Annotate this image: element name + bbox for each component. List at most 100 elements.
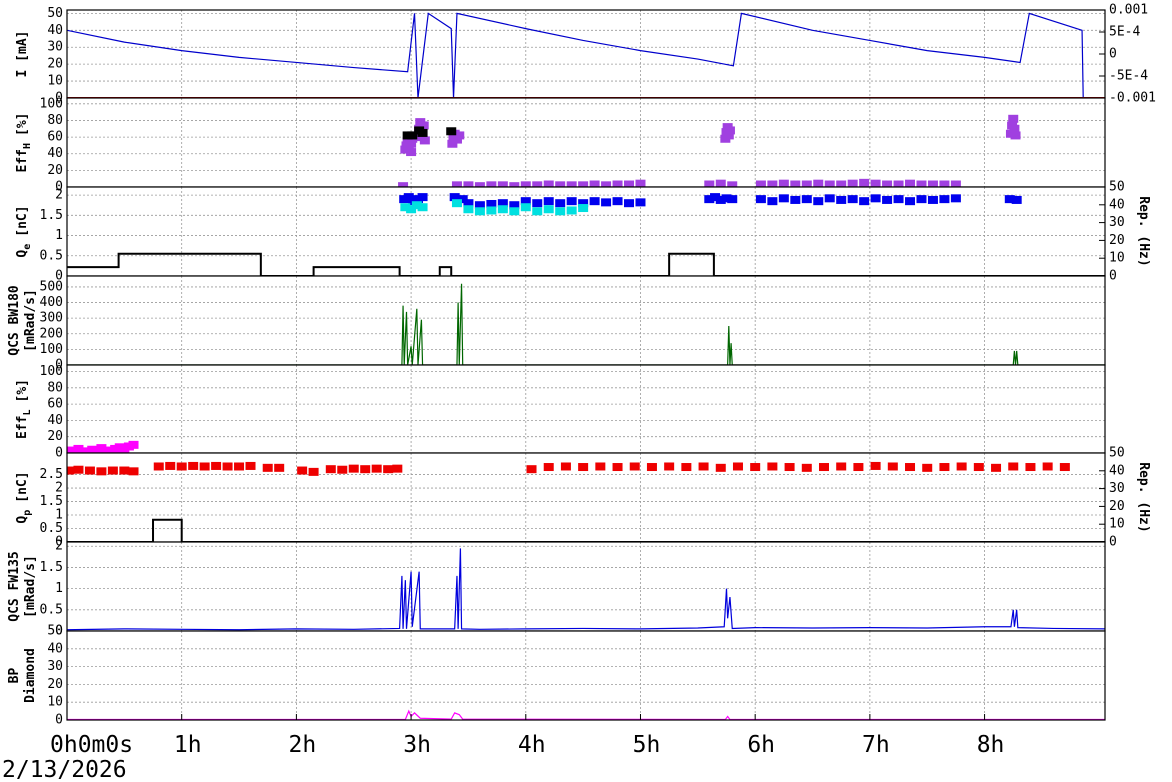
data-point <box>601 181 612 187</box>
data-point <box>509 207 520 216</box>
y-tick-label: 0 <box>55 535 63 550</box>
data-point <box>497 199 508 208</box>
y-tick-label: 80 <box>47 113 63 128</box>
data-point <box>704 180 715 187</box>
data-point <box>474 201 485 210</box>
data-point <box>417 128 428 137</box>
data-point <box>128 467 139 476</box>
data-point <box>262 463 273 472</box>
y-axis-label: [mRad/s] <box>23 289 38 352</box>
data-point <box>474 207 485 216</box>
y-axis-label: Qe [nC] <box>15 205 33 257</box>
y-tick-label: 0.5 <box>40 521 63 536</box>
x-tick-label: 3h <box>403 732 431 758</box>
data-point <box>916 195 927 204</box>
y-tick-label: 200 <box>40 326 63 341</box>
data-point <box>589 197 600 206</box>
data-point <box>566 197 577 206</box>
data-point <box>859 178 870 187</box>
y-tick-label: 100 <box>40 96 63 111</box>
data-point <box>532 181 543 187</box>
y-tick-label: 400 <box>40 295 63 310</box>
data-point <box>419 136 430 145</box>
panel-bg <box>67 542 1105 631</box>
data-point <box>646 463 657 472</box>
y-tick-label: 20 <box>47 163 63 178</box>
data-point <box>543 197 554 206</box>
data-point <box>234 462 245 471</box>
data-point <box>715 179 726 187</box>
data-point <box>755 180 766 187</box>
data-point <box>360 465 371 474</box>
data-point <box>578 199 589 208</box>
data-point <box>635 198 646 207</box>
y-tick-label: 1 <box>55 508 63 523</box>
y-tick-label: 50 <box>47 624 63 639</box>
y-axis-label: BP <box>7 668 22 684</box>
y-tick-label: 80 <box>47 380 63 395</box>
data-point <box>939 195 950 204</box>
y-tick-label: 30 <box>47 40 63 55</box>
data-point <box>497 181 508 187</box>
label-unit: [%] <box>15 379 30 402</box>
data-point <box>939 463 950 472</box>
data-point <box>727 181 738 187</box>
data-point <box>824 180 835 187</box>
data-point <box>199 462 210 471</box>
data-point <box>790 195 801 204</box>
panel-bg <box>67 10 1105 98</box>
data-point <box>451 181 462 187</box>
data-point <box>463 205 474 214</box>
data-point <box>1010 131 1021 140</box>
y-tick-label: 100 <box>40 342 63 357</box>
y2-axis-label: Rep. (Hz) <box>1136 462 1151 532</box>
data-point <box>870 179 881 187</box>
y2-tick-label: 10 <box>1109 251 1125 266</box>
data-point <box>973 463 984 472</box>
panel-frame <box>66 630 1106 721</box>
data-point <box>750 463 761 472</box>
data-point <box>698 462 709 471</box>
data-line <box>67 283 1105 365</box>
data-point <box>176 462 187 471</box>
data-point <box>927 180 938 187</box>
y-tick-label: 40 <box>47 146 63 161</box>
data-point <box>635 179 646 187</box>
data-point <box>1004 195 1015 204</box>
data-line <box>67 548 1105 631</box>
y-tick-label: 30 <box>47 659 63 674</box>
y-tick-label: 20 <box>47 677 63 692</box>
data-point <box>612 180 623 187</box>
y-tick-label: 1.5 <box>40 560 63 575</box>
data-point <box>801 180 812 187</box>
data-point <box>526 465 537 474</box>
plot-area <box>67 461 1105 542</box>
data-point <box>457 195 468 204</box>
data-point <box>486 181 497 187</box>
y-tick-label: 10 <box>47 695 63 710</box>
rate-line <box>67 252 1105 276</box>
y2-tick-label: 40 <box>1109 463 1125 478</box>
y-tick-label: 0 <box>55 713 63 728</box>
y-tick-label: 40 <box>47 23 63 38</box>
y-tick-label: 0 <box>55 624 63 639</box>
y-tick-label: 2 <box>55 539 63 554</box>
data-point <box>1011 195 1022 204</box>
label-unit: [nC] <box>15 205 30 236</box>
y2-tick-label: 50 <box>1109 446 1125 461</box>
y2-tick-label: 20 <box>1109 499 1125 514</box>
data-point <box>371 464 382 473</box>
data-point <box>543 180 554 187</box>
y2-tick-label: -0.001 <box>1109 91 1156 106</box>
data-point <box>297 466 308 475</box>
data-point <box>509 182 520 187</box>
data-point <box>400 203 411 212</box>
data-point <box>497 205 508 214</box>
data-point <box>818 463 829 472</box>
y-tick-label: 100 <box>40 364 63 379</box>
data-point <box>211 461 222 470</box>
data-point <box>96 467 107 476</box>
y-tick-label: 500 <box>40 279 63 294</box>
data-point <box>463 181 474 187</box>
data-point <box>813 179 824 187</box>
